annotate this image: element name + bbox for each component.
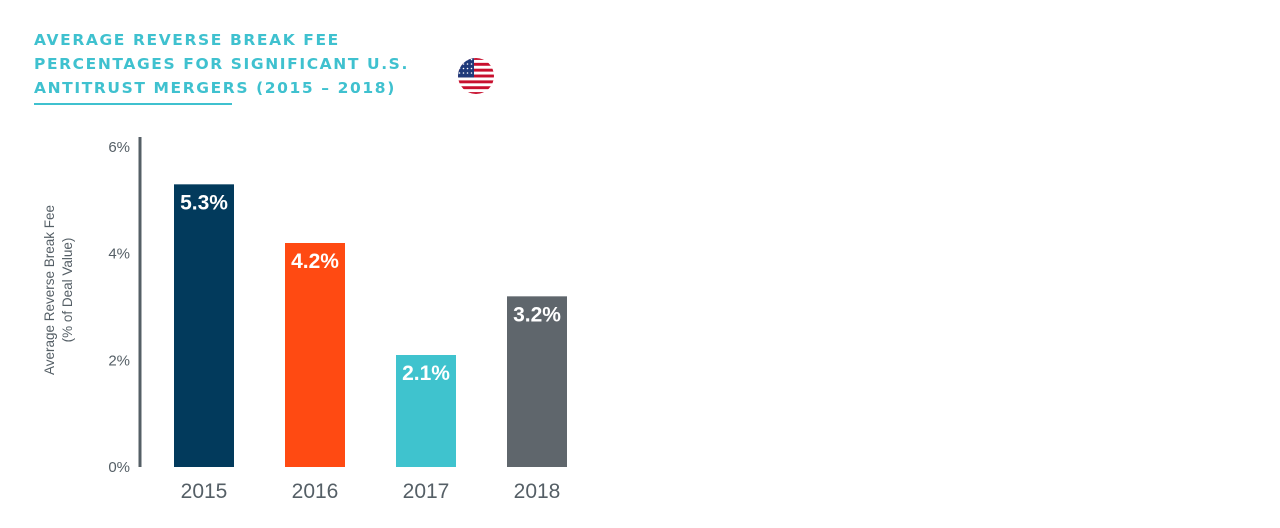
bar-value-label: 3.2% xyxy=(513,303,561,326)
x-tick-label: 2015 xyxy=(181,480,228,503)
x-tick-label: 2017 xyxy=(403,480,450,503)
bar-value-label: 4.2% xyxy=(291,250,339,273)
y-tick-label: 6% xyxy=(108,139,130,156)
chart-title-line-3: ANTITRUST MERGERS (2015 – 2018) xyxy=(34,79,396,97)
y-axis-label: Average Reverse Break Fee (% of Deal Valu… xyxy=(42,205,75,375)
bar-2016 xyxy=(285,243,345,467)
us-flag-icon xyxy=(458,58,494,94)
title-underline xyxy=(34,103,232,105)
x-tick-label: 2016 xyxy=(292,480,339,503)
y-tick-label: 2% xyxy=(108,352,130,369)
chart-title: AVERAGE REVERSE BREAK FEE PERCENTAGES FO… xyxy=(34,28,454,100)
chart-title-line-1: AVERAGE REVERSE BREAK FEE xyxy=(34,31,340,49)
x-tick-label: 2018 xyxy=(514,480,561,503)
bar-2018 xyxy=(507,296,567,467)
bar-2015 xyxy=(174,184,234,468)
y-tick-label: 0% xyxy=(108,459,130,476)
bar-value-label: 2.1% xyxy=(402,362,450,385)
y-tick-label: 4% xyxy=(108,246,130,263)
bar-value-label: 5.3% xyxy=(180,191,228,214)
chart-title-line-2: PERCENTAGES FOR SIGNIFICANT U.S. xyxy=(34,55,409,73)
bar-2017 xyxy=(396,355,456,467)
